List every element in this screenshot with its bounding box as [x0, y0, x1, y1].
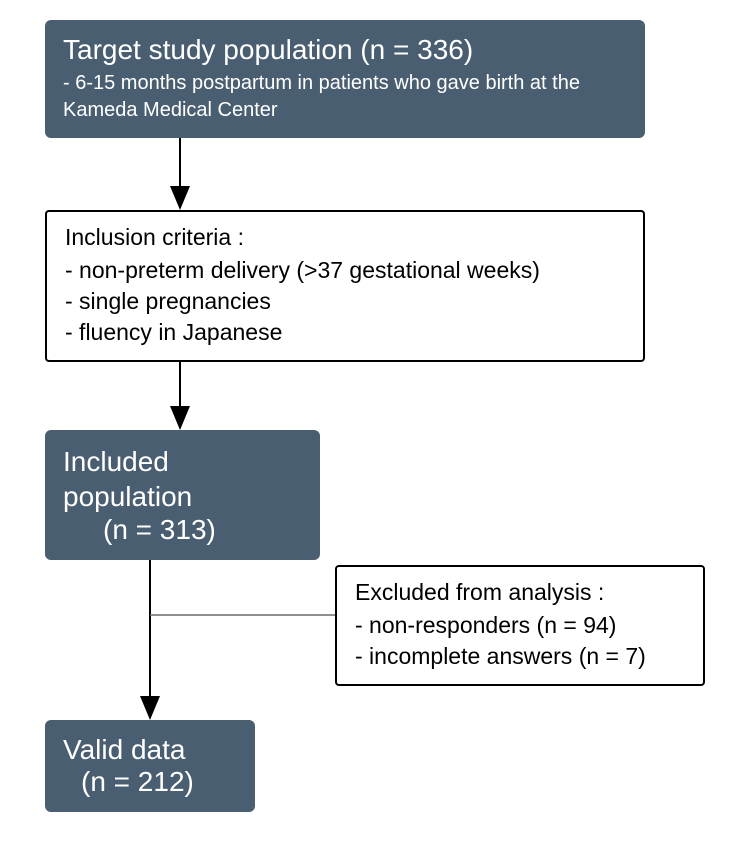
included-count: (n = 313) — [63, 514, 302, 546]
target-subtitle: - 6-15 months postpartum in patients who… — [63, 70, 627, 124]
valid-count: (n = 212) — [63, 766, 237, 798]
inclusion-criteria-box: Inclusion criteria : - non-preterm deliv… — [45, 210, 645, 362]
included-population-box: Included population (n = 313) — [45, 430, 320, 560]
excluded-title: Excluded from analysis : — [355, 579, 685, 606]
excluded-item-1: - incomplete answers (n = 7) — [355, 641, 685, 672]
included-title: Included population — [63, 444, 302, 514]
inclusion-title: Inclusion criteria : — [65, 224, 625, 251]
excluded-item-0: - non-responders (n = 94) — [355, 610, 685, 641]
valid-data-box: Valid data (n = 212) — [45, 720, 255, 812]
inclusion-item-1: - single pregnancies — [65, 286, 625, 317]
inclusion-item-2: - fluency in Japanese — [65, 317, 625, 348]
target-population-box: Target study population (n = 336) - 6-15… — [45, 20, 645, 138]
inclusion-item-0: - non-preterm delivery (>37 gestational … — [65, 255, 625, 286]
target-title: Target study population (n = 336) — [63, 34, 627, 66]
excluded-box: Excluded from analysis : - non-responder… — [335, 565, 705, 686]
valid-title: Valid data — [63, 734, 237, 766]
